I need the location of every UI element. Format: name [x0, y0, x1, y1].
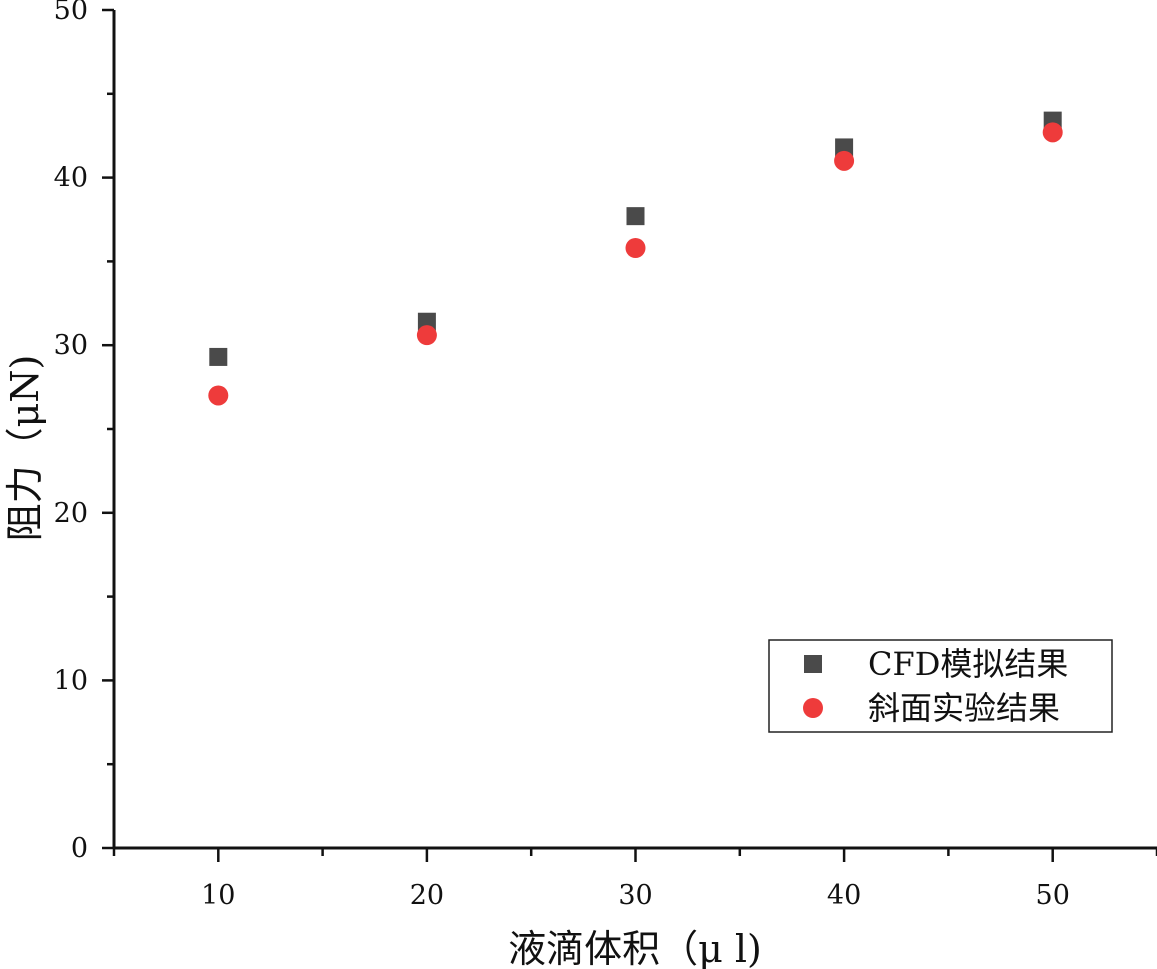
data-point-cfd	[209, 347, 228, 366]
x-tick-label: 20	[410, 880, 444, 911]
y-tick-label: 30	[54, 330, 88, 361]
legend-marker-cfd	[804, 655, 822, 673]
data-marks	[208, 111, 1063, 406]
data-point-experiment	[208, 385, 229, 406]
y-tick-label: 50	[54, 0, 88, 26]
y-tick-label: 40	[54, 163, 88, 194]
x-tick-label: 10	[201, 880, 235, 911]
x-axis-title: 液滴体积（μ l)	[508, 927, 762, 969]
y-tick-label: 10	[54, 665, 88, 696]
data-point-experiment	[834, 150, 855, 171]
legend-frame	[768, 639, 1113, 733]
y-tick-label: 20	[54, 498, 88, 529]
y-tick-label: 0	[71, 833, 88, 864]
legend-marker-experiment	[803, 698, 823, 718]
ticks: 0 10 20 30 40 50 10 20 30 40 50	[54, 0, 1157, 911]
legend-label: CFD模拟结果	[868, 645, 1068, 683]
x-tick-label: 50	[1036, 880, 1070, 911]
y-axis-title: 阻力（μN)	[3, 355, 47, 542]
x-tick-label: 30	[618, 880, 652, 911]
data-point-experiment	[1042, 122, 1063, 143]
data-point-experiment	[416, 325, 437, 346]
x-tick-label: 40	[827, 880, 861, 911]
data-point-cfd	[626, 207, 645, 226]
data-point-experiment	[625, 237, 646, 258]
legend-label: 斜面实验结果	[868, 689, 1060, 727]
